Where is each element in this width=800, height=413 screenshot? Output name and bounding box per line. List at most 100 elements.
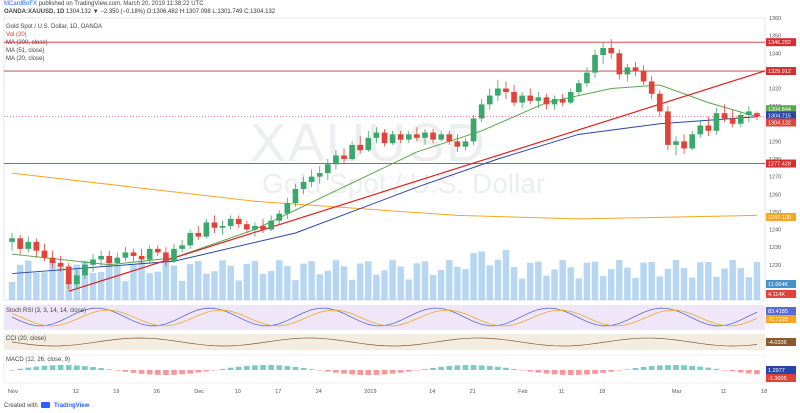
volume-bar xyxy=(502,250,510,300)
price-tag xyxy=(766,159,796,168)
macd-histogram-bar xyxy=(154,370,161,375)
macd-histogram-bar xyxy=(341,370,347,374)
volume-bar xyxy=(114,265,121,300)
volume-bar xyxy=(429,274,437,300)
volume-bar xyxy=(705,262,712,300)
volume-bar xyxy=(583,262,591,300)
indicator-value-tag xyxy=(766,307,796,315)
candle-body xyxy=(138,255,145,260)
price-tag xyxy=(766,118,796,127)
y-tick-label: 1220 xyxy=(769,263,781,269)
rsi-label: Stoch RSI (3, 3, 14, 14, close) xyxy=(6,308,87,314)
macd-histogram-bar xyxy=(98,368,104,370)
macd-histogram-bar xyxy=(114,370,121,371)
candle-body xyxy=(146,248,153,260)
macd-histogram-bar xyxy=(503,367,509,370)
macd-histogram-bar xyxy=(486,365,493,370)
volume-bar xyxy=(97,271,105,300)
legend-ma51: MA (51, close) xyxy=(6,48,45,54)
macd-histogram-bar xyxy=(575,370,582,375)
price-tag xyxy=(766,111,796,120)
macd-histogram-bar xyxy=(567,370,574,375)
volume-bar xyxy=(527,262,534,300)
volume-bar xyxy=(591,261,599,300)
candle-body xyxy=(640,70,647,82)
macd-histogram-bar xyxy=(414,370,420,371)
candle-body xyxy=(73,275,80,285)
candle-body xyxy=(616,53,623,75)
volume-bar xyxy=(340,266,348,300)
y-tick-label: 1270 xyxy=(769,175,781,181)
price-tag-label: 4.114K xyxy=(768,292,785,298)
macd-histogram-bar xyxy=(673,365,679,370)
volume-bar xyxy=(41,272,48,300)
volume-bar xyxy=(267,270,275,300)
volume-bar xyxy=(721,268,728,300)
candle-body xyxy=(187,233,194,246)
candle-body xyxy=(49,257,56,263)
candle-body xyxy=(673,141,679,145)
volume-bar xyxy=(33,272,40,300)
indicator-value-tag xyxy=(766,366,796,374)
macd-histogram-bar xyxy=(438,366,445,370)
macd-histogram-bar xyxy=(268,365,274,370)
candle-body xyxy=(341,155,347,159)
publisher-name[interactable]: MCardBoFX xyxy=(4,1,38,7)
legend-title: Gold Spot / U.S. Dollar, 1D, OANDA xyxy=(6,24,103,30)
volume-bar xyxy=(567,267,574,300)
macd-histogram-bar xyxy=(746,370,752,374)
candle-body xyxy=(17,238,23,249)
macd-histogram-bar xyxy=(430,367,436,370)
macd-histogram-bar xyxy=(244,365,250,370)
macd-histogram-bar xyxy=(584,370,590,375)
candle-body xyxy=(656,93,663,112)
volume-bar xyxy=(49,260,56,300)
macd-histogram-bar xyxy=(713,368,720,370)
macd-histogram-bar xyxy=(551,370,558,375)
volume-bar xyxy=(405,279,413,300)
macd-histogram-bar xyxy=(284,366,291,370)
macd-histogram-bar xyxy=(49,365,56,370)
legend-ma200: MA (200, close) xyxy=(6,40,48,46)
volume-bar xyxy=(8,282,16,300)
volume-bar xyxy=(607,269,615,300)
candle-body xyxy=(179,245,185,249)
volume-bar xyxy=(648,261,655,300)
candle-body xyxy=(227,218,234,226)
candle-body xyxy=(82,264,88,276)
tradingview-link[interactable]: TradingView xyxy=(54,403,90,409)
symbol-name: OANDA:XAUUSD, 1D xyxy=(4,9,65,15)
volume-bar xyxy=(259,273,267,300)
macd-histogram-bar xyxy=(163,370,169,375)
candle-body xyxy=(697,125,704,135)
candle-body xyxy=(122,252,129,258)
macd-histogram-bar xyxy=(260,365,266,370)
candle-body xyxy=(324,164,331,174)
macd-histogram-bar xyxy=(122,370,129,372)
candle-body xyxy=(422,132,428,138)
macd-histogram-bar xyxy=(729,370,736,372)
macd-histogram-bar xyxy=(462,365,469,370)
volume-bar xyxy=(518,278,526,300)
volume-bar xyxy=(551,269,558,300)
macd-histogram-bar xyxy=(616,370,623,371)
x-tick-label: 19 xyxy=(113,389,119,395)
candle-body xyxy=(106,255,113,263)
macd-histogram-bar xyxy=(559,370,566,375)
candle-body xyxy=(9,238,15,242)
y-tick-label: 1320 xyxy=(769,87,781,93)
candle-body xyxy=(584,72,590,84)
macd-histogram-bar xyxy=(33,366,40,370)
cci-pane xyxy=(4,334,765,350)
indicator-value-label: 70.7225 xyxy=(768,317,788,323)
ma200-line xyxy=(11,172,757,220)
macd-histogram-bar xyxy=(705,367,712,370)
candle-body xyxy=(25,241,32,249)
macd-histogram-bar xyxy=(389,370,396,374)
candle-body xyxy=(252,225,258,230)
candle-body xyxy=(470,118,477,142)
macd-histogram-bar xyxy=(543,370,550,374)
x-tick-label: 14 xyxy=(429,389,435,395)
tradingview-logo-icon xyxy=(41,402,51,408)
